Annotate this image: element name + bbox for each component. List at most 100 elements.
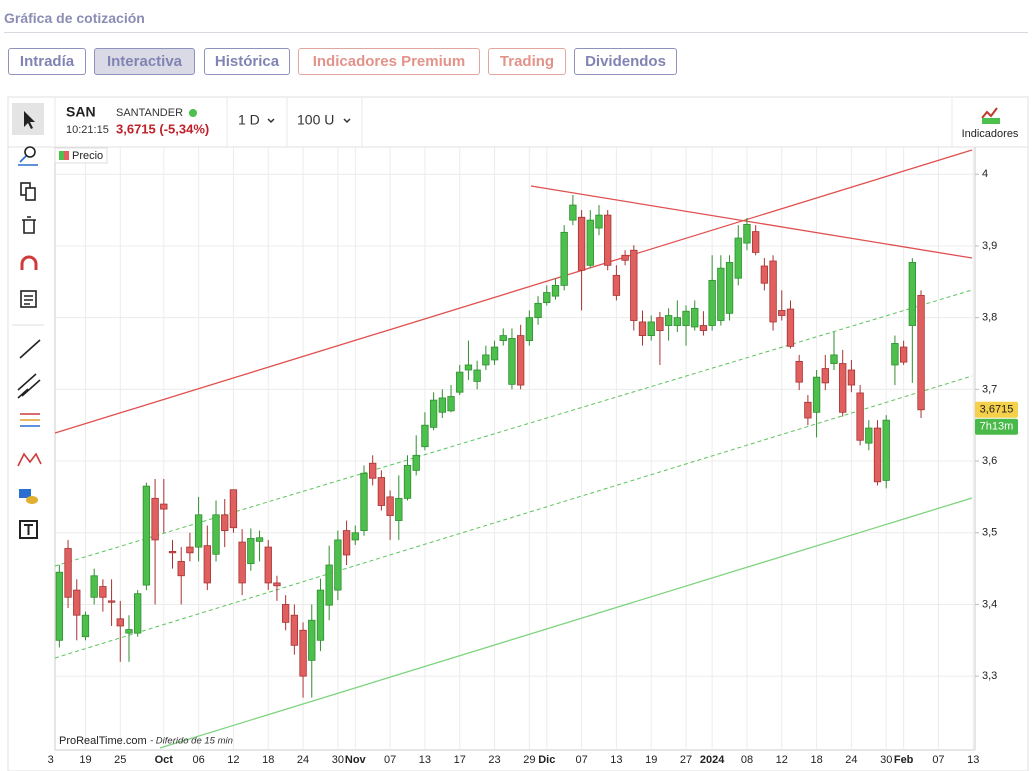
chevron [267,118,275,124]
candle-body [664,315,673,326]
countdown-bg [975,418,1018,435]
units-select[interactable]: 100 U [297,112,351,128]
tool-delete[interactable] [22,216,36,234]
channel-line[interactable] [54,289,973,567]
candle-body [751,231,760,253]
tool-copy[interactable] [20,182,36,201]
clock: 10:21:15 [66,124,109,136]
tab[interactable]: Dividendos [574,48,677,75]
tab[interactable]: Interactiva [94,48,195,75]
candle-body [586,219,594,266]
candle-body [873,427,882,483]
x-tick-label: 18 [262,754,274,766]
candle-body [316,589,325,641]
candle-body [334,539,342,591]
candle-body [865,427,873,444]
candle-body [560,231,568,286]
tool-shapes[interactable] [19,489,38,504]
x-tick-label: 07 [384,754,396,766]
candle-body [830,354,838,364]
candle-body [856,392,864,441]
candle-body [725,262,734,314]
candle-body [290,614,299,646]
candle-body [421,424,429,448]
candle-body [786,308,795,347]
candle-body [882,419,890,481]
candle-body [177,561,185,577]
candle-body [769,260,777,323]
tool-line[interactable] [19,339,41,359]
candle-body [543,292,551,303]
tool-channel[interactable] [17,373,41,399]
indicators-label[interactable]: Indicadores [962,128,1019,140]
interval-select[interactable]: 1 D [238,112,275,128]
candle-body [308,619,316,661]
instrument-name: SANTANDER [116,107,183,119]
trend-line[interactable] [159,497,973,749]
candle-body [229,489,238,529]
tool-pattern[interactable] [17,452,42,467]
tool-zoom[interactable] [18,146,38,166]
candle-body [412,454,420,471]
candle-body [73,589,81,616]
candle-body [717,267,725,321]
interval[interactable]: 1 D [238,112,260,128]
candle-body [699,325,708,331]
candle-body [81,614,90,638]
candle-body [255,537,264,542]
legend-swatch [64,151,69,160]
candle-body [743,224,751,244]
candle-body [134,593,142,634]
tool-notes[interactable] [20,290,37,308]
source: ProRealTime.com [59,735,147,747]
tool-fibonacci[interactable] [20,413,40,427]
candle-body [839,363,847,413]
candle-body [264,546,272,584]
indicators-icon [982,118,1000,124]
candle-body [473,369,481,382]
tab[interactable]: Histórica [204,48,290,75]
tab[interactable]: Intradía [8,48,86,75]
candle-body [168,550,177,554]
tab[interactable]: Trading [488,48,566,75]
x-tick-label: 19 [645,754,657,766]
candle-body [691,307,699,328]
candle-body [638,321,647,336]
indicators-button[interactable]: Indicadores [962,107,1019,140]
candle-body [64,548,72,598]
candle-body [456,371,464,393]
x-tick-label: 19 [79,754,91,766]
candle-body [673,317,681,326]
delay-note: - Diferido de 15 min [150,736,233,747]
candle-body [203,545,211,584]
candle-body [403,464,412,499]
chevron [343,118,351,124]
candle-body [360,472,368,531]
channel-line[interactable] [54,375,973,659]
x-tick-label: Oct [155,754,174,766]
y-tick-label: 3,8 [982,312,997,324]
candle-body [630,249,638,321]
candle-body [917,295,925,411]
candle-body [116,618,124,627]
tool-magnet[interactable] [20,255,38,270]
x-tick-label: 12 [227,754,239,766]
tool-pointer[interactable] [24,111,35,129]
candle-body [508,338,516,385]
candle-body [760,265,769,284]
tool-text[interactable] [19,520,38,539]
candle-body [90,575,98,598]
y-tick-label: 3,4 [982,598,997,610]
candle-body [55,571,64,641]
tab[interactable]: Indicadores Premium [298,48,480,75]
y-tick-label: 4 [982,168,988,180]
x-tick-label: 17 [454,754,466,766]
x-tick-label: 12 [776,754,788,766]
units[interactable]: 100 U [297,112,334,128]
symbol: SAN [66,104,96,120]
legend-swatch [59,151,64,160]
trend-line[interactable] [54,149,973,434]
candle-body [551,284,560,297]
trend-line[interactable] [530,185,973,259]
drawings [54,149,973,749]
